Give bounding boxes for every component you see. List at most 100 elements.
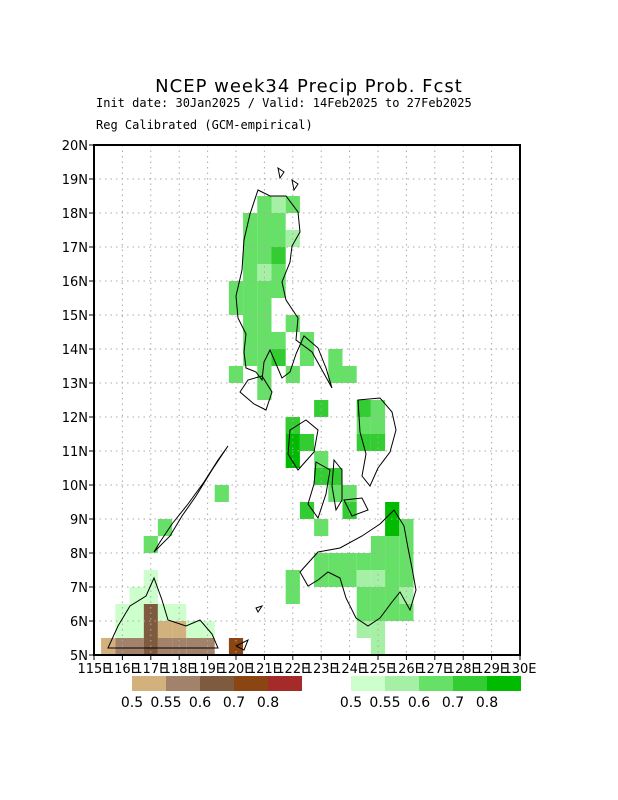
coastline-samar-leyte xyxy=(357,397,397,487)
wet-prob-cell xyxy=(356,604,371,621)
lat-tick-label: 7N xyxy=(70,581,88,596)
wet-prob-cell xyxy=(129,604,144,621)
wet-legend-label: 0.55 xyxy=(369,695,400,711)
wet-prob-cell xyxy=(214,485,229,502)
wet-prob-cell xyxy=(285,587,300,604)
wet-prob-cell xyxy=(257,213,272,230)
lon-tick-label: 116E xyxy=(106,662,139,677)
wet-prob-cell xyxy=(385,587,400,604)
axis-labels: 5N 6N 7N 8N 9N 10N 11N 12N 13N 14N 15N 16N 17N 18N 19N… xyxy=(62,139,537,677)
wet-legend-label: 0.7 xyxy=(442,695,464,711)
dry-legend-swatch xyxy=(132,676,166,691)
lon-tick-label: 121E xyxy=(248,662,281,677)
coastline-borneo xyxy=(107,576,219,649)
coastline-negros xyxy=(307,461,331,520)
wet-prob-cell xyxy=(399,553,414,570)
wet-legend-label: 0.8 xyxy=(476,695,498,711)
dry-prob-cell xyxy=(186,638,201,655)
lon-tick-label: 115E xyxy=(77,662,110,677)
wet-prob-cell xyxy=(228,366,244,383)
lat-tick-label: 9N xyxy=(70,513,88,528)
wet-legend-swatch xyxy=(385,676,419,691)
wet-prob-cell xyxy=(228,298,244,315)
dry-legend-label: 0.5 xyxy=(121,695,143,711)
lon-tick-label: 126E xyxy=(390,662,423,677)
lat-tick-label: 12N xyxy=(62,411,88,426)
wet-prob-cell xyxy=(385,536,400,553)
map-frame xyxy=(93,144,521,656)
lon-tick-label: 118E xyxy=(163,662,196,677)
dry-legend-swatch xyxy=(268,676,302,691)
wet-prob-cell xyxy=(356,434,371,451)
wet-prob-cell xyxy=(314,519,329,536)
lat-tick-label: 5N xyxy=(70,649,88,664)
wet-prob-cell xyxy=(356,553,371,570)
lat-tick-label: 13N xyxy=(62,377,88,392)
gridlines xyxy=(94,145,520,655)
lat-tick-label: 10N xyxy=(62,479,88,494)
wet-prob-cell xyxy=(157,604,173,621)
wet-prob-cell xyxy=(257,196,272,213)
coastlines xyxy=(107,166,417,651)
wet-prob-cell xyxy=(370,400,386,417)
lat-tick-label: 15N xyxy=(62,309,88,324)
wet-prob-cell xyxy=(356,587,371,604)
lat-tick-label: 8N xyxy=(70,547,88,562)
wet-prob-cell xyxy=(385,519,400,536)
wet-legend-label: 0.5 xyxy=(340,695,362,711)
lon-tick-label: 125E xyxy=(361,662,394,677)
wet-prob-cell xyxy=(342,485,357,502)
coastline-mindoro xyxy=(239,375,273,411)
coastline-mindanao xyxy=(299,509,417,627)
lon-tick-label: 124E xyxy=(333,662,366,677)
wet-prob-cell xyxy=(342,570,357,587)
lon-tick-label: 128E xyxy=(447,662,480,677)
wet-prob-cell xyxy=(314,570,329,587)
wet-prob-cell xyxy=(342,366,357,383)
wet-prob-cell xyxy=(299,434,315,451)
lat-tick-label: 11N xyxy=(62,445,88,460)
wet-prob-cell xyxy=(143,587,158,604)
wet-legend-label: 0.6 xyxy=(408,695,430,711)
wet-prob-cell xyxy=(399,536,414,553)
wet-prob-cell xyxy=(356,570,371,587)
wet-prob-cell xyxy=(271,213,286,230)
wet-prob-cell xyxy=(328,485,343,502)
wet-prob-cell xyxy=(271,281,286,298)
wet-prob-cell xyxy=(299,349,315,366)
wet-prob-cell xyxy=(370,536,386,553)
coastline-palawan xyxy=(153,445,229,553)
lat-tick-label: 19N xyxy=(62,173,88,188)
lon-tick-label: 130E xyxy=(503,662,536,677)
legend: 0.5 0.55 0.6 0.7 0.8 0.5 0.55 0.6 0.7 0.8 xyxy=(121,676,521,711)
dry-legend-label: 0.7 xyxy=(223,695,245,711)
wet-prob-cell xyxy=(271,247,286,264)
wet-prob-cell xyxy=(243,264,258,281)
wet-prob-cell xyxy=(385,604,400,621)
wet-prob-cell xyxy=(328,366,343,383)
chart-title: NCEP week34 Precip Prob. Fcst xyxy=(155,76,463,97)
lon-tick-label: 120E xyxy=(219,662,252,677)
lon-tick-label: 119E xyxy=(191,662,224,677)
coastline-batanes xyxy=(277,166,299,192)
dry-legend-label: 0.6 xyxy=(189,695,211,711)
wet-prob-cell xyxy=(385,553,400,570)
wet-prob-cell xyxy=(342,553,357,570)
dry-legend-swatch xyxy=(166,676,200,691)
wet-prob-cell xyxy=(243,298,258,315)
dry-prob-cell xyxy=(157,638,173,655)
wet-prob-cell xyxy=(243,281,258,298)
lat-tick-label: 14N xyxy=(62,343,88,358)
wet-prob-cell xyxy=(129,621,144,638)
coastline-luzon xyxy=(235,189,333,389)
coastline-cebu xyxy=(331,458,343,512)
subtitle-dates: Init date: 30Jan2025 / Valid: 14Feb2025 … xyxy=(96,96,472,110)
wet-prob-cell xyxy=(285,366,300,383)
wet-prob-cell xyxy=(370,570,386,587)
wet-prob-cell xyxy=(399,570,414,587)
dry-prob-cell xyxy=(129,638,144,655)
wet-prob-cell xyxy=(243,247,258,264)
wet-prob-cell xyxy=(271,332,286,349)
subtitle-method: Reg Calibrated (GCM-empirical) xyxy=(96,118,313,132)
map-border xyxy=(93,144,521,656)
